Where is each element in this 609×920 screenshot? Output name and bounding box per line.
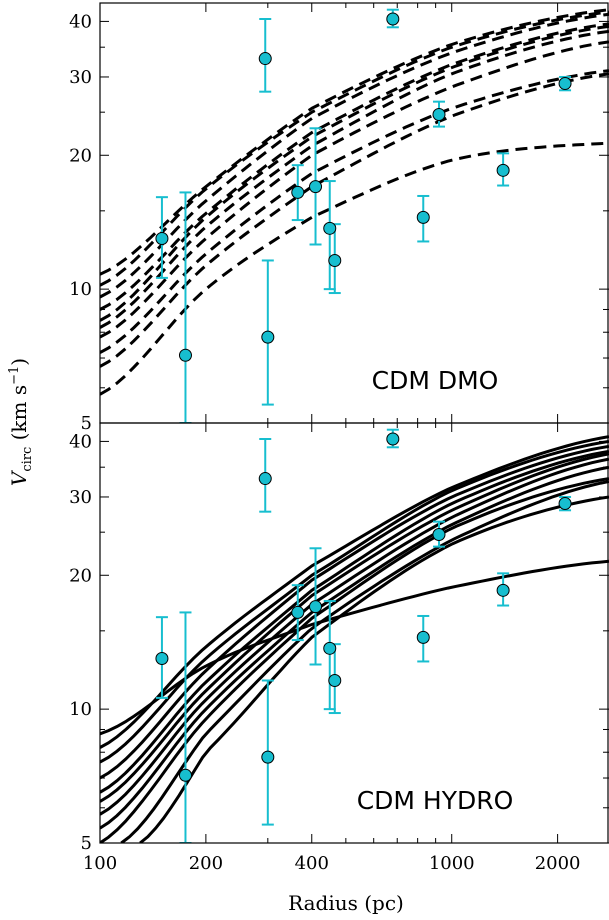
data-point [328,253,342,267]
error-bar [323,600,336,711]
x-tick-label: 1000 [429,853,475,874]
y-axis-title: Vcirc (km s−1) [7,358,35,486]
y-tick-label: 40 [69,11,92,32]
y-tick-label: 30 [69,67,92,88]
data-point [496,163,510,177]
data-point [416,210,430,224]
model-curve [100,72,609,368]
model-curve [100,452,609,803]
svg-text:Vcirc (km s−1): Vcirc (km s−1) [7,358,35,486]
data-point [178,348,192,362]
points-group [155,428,572,843]
data-point [309,180,323,194]
panel-label: CDM DMO [372,366,499,395]
dmo-panel: 5 10 20 30 40 CDM DMO [69,2,609,434]
data-point [432,108,446,122]
x-tick-label: 200 [189,853,223,874]
data-point [323,641,337,655]
error-bar [179,611,192,843]
data-point [258,52,272,66]
data-point [155,651,169,665]
data-point [328,673,342,687]
y-axis-title-unit: (km s [7,385,31,441]
data-point [291,185,305,199]
data-point [496,583,510,597]
y-axis-title-sub: circ [20,447,35,472]
model-curve [139,495,609,843]
x-tick-label: 100 [83,853,117,874]
data-point [261,330,275,344]
x-axis-title: Radius (pc) [288,891,404,915]
panel-label: CDM HYDRO [357,786,514,815]
data-point [178,768,192,782]
hydro-panel: 5 10 20 30 40 100 200 400 1000 2000 CDM HYDRO [69,422,609,874]
y-tick-label: 10 [69,699,92,720]
y-tick-label: 40 [69,431,92,452]
y-axis-title-close: ) [7,358,31,366]
x-tick-label: 400 [295,853,329,874]
data-point [309,600,323,614]
curves-group [100,8,609,396]
y-axis-title-unit-exp: −1 [7,366,22,385]
model-curve [100,457,609,816]
error-bar [323,180,336,291]
data-point [386,12,400,26]
data-point [558,77,572,91]
model-curve [120,480,609,843]
y-tick-label: 5 [81,833,92,854]
data-point [291,605,305,619]
data-point [386,432,400,446]
y-axis-title-main: V [7,469,31,486]
points-group [155,8,572,423]
y-tick-label: 10 [69,279,92,300]
y-tick-label: 30 [69,487,92,508]
model-curve [100,8,609,276]
data-point [258,472,272,486]
data-point [155,231,169,245]
data-point [261,750,275,764]
error-bar [179,191,192,423]
model-curve [100,449,609,794]
data-point [416,630,430,644]
model-curve [100,10,609,287]
curves-group [100,435,609,843]
data-point [323,221,337,235]
data-point [558,497,572,511]
model-curve [100,477,609,843]
panel-frame [99,422,609,844]
model-curve [100,24,609,322]
data-point [432,528,446,542]
x-tick-label: 2000 [535,853,581,874]
y-tick-label: 20 [69,565,92,586]
y-tick-label: 20 [69,145,92,166]
y-tick-label: 5 [81,413,92,434]
